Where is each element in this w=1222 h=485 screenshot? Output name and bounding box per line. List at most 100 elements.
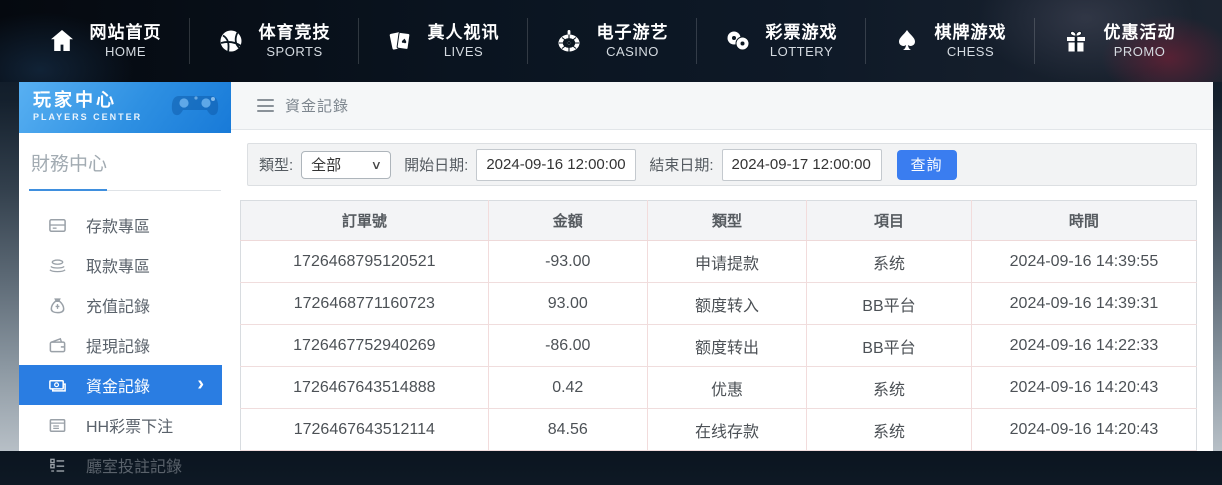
table-row: 1726468771160723 93.00 额度转入 BB平台 2024-09-16 … (240, 282, 1197, 325)
menu-item-label: 充值記錄 (86, 299, 151, 316)
nav-label-en: LOTTERY (769, 43, 834, 59)
menu-item-label: 取款專區 (86, 259, 151, 276)
nav-label-cn: 电子游艺 (596, 23, 669, 43)
sidebar-menu-item[interactable]: 存款專區 › (19, 205, 231, 245)
nav-label-cn: 体育竞技 (258, 23, 331, 43)
funds-record-table: 訂單號 金額 類型 項目 時間 1726468795120521 -93.00 申请提款 系统… (240, 200, 1197, 451)
table-cell: 系统 (806, 240, 972, 283)
sidebar-menu-item[interactable]: 充值記錄 › (19, 285, 231, 325)
start-date-input[interactable] (476, 148, 637, 181)
sidebar-section-title: 財務中心 (29, 149, 221, 191)
search-button[interactable]: 查詢 (896, 149, 957, 180)
nav-list: 网站首页 HOME 体育竞技 SPORTS 真人视讯 LIVES 电子游艺 CA… (20, 22, 1203, 60)
chess-icon (892, 26, 922, 56)
casino-icon (554, 26, 584, 56)
room-bet-icon (48, 456, 67, 475)
nav-item-lives[interactable]: 真人视讯 LIVES (358, 22, 527, 60)
nav-label-cn: 真人视讯 (427, 23, 500, 43)
sidebar-menu: 存款專區 › 取款專區 › 充值記錄 › 提現記錄 › 資金記錄 › HH彩票下 (19, 205, 231, 485)
table-cell: BB平台 (806, 282, 972, 325)
type-filter-label: 類型: (259, 157, 294, 174)
chevron-down-icon: ∨ (371, 157, 383, 172)
type-select[interactable]: 全部 ∨ (301, 150, 392, 179)
table-cell: 1726467643512114 (240, 408, 489, 451)
hamburger-menu-icon[interactable] (257, 99, 274, 112)
table-cell: 申请提款 (647, 240, 808, 283)
nav-item-casino[interactable]: 电子游艺 CASINO (527, 22, 696, 60)
page-container: 玩家中心 PLAYERS CENTER 財務中心 存款專區 › 取款專區 (19, 82, 1213, 476)
promo-icon (1061, 26, 1091, 56)
table-row: 1726468795120521 -93.00 申请提款 系统 2024-09-16 1… (240, 240, 1197, 283)
start-date-label: 開始日期: (404, 157, 469, 174)
sidebar-menu-item[interactable]: 資金記錄 › (19, 365, 222, 405)
page-title: 資金記錄 (285, 98, 350, 115)
nav-label-en: CASINO (606, 43, 659, 59)
lottery-icon (723, 26, 753, 56)
sidebar-menu-item[interactable]: 提現記錄 › (19, 325, 231, 365)
top-navigation-bar: 网站首页 HOME 体育竞技 SPORTS 真人视讯 LIVES 电子游艺 CA… (0, 0, 1222, 82)
table-cell: 1726468771160723 (240, 282, 489, 325)
lottery-bet-icon (48, 416, 67, 435)
nav-label-cn: 网站首页 (89, 23, 162, 43)
table-cell: 93.00 (488, 282, 648, 325)
breadcrumb-bar: 資金記錄 (231, 82, 1213, 130)
sidebar-title: 玩家中心 (33, 90, 117, 110)
recharge-icon (48, 296, 67, 315)
nav-item-home[interactable]: 网站首页 HOME (20, 22, 189, 60)
table-cell: 优惠 (647, 366, 808, 409)
nav-label-cn: 优惠活动 (1103, 23, 1176, 43)
table-cell: 系统 (806, 408, 972, 451)
column-header: 類型 (647, 200, 808, 241)
column-header: 項目 (806, 200, 972, 241)
nav-label-en: LIVES (443, 43, 484, 59)
nav-label-en: PROMO (1113, 43, 1166, 59)
table-header-row: 訂單號 金額 類型 項目 時間 (240, 200, 1197, 241)
nav-label-en: HOME (105, 43, 146, 59)
menu-item-label: 提現記錄 (86, 339, 151, 356)
sidebar-menu-item[interactable]: HH彩票下注 › (19, 405, 231, 445)
table-row: 1726467752940269 -86.00 额度转出 BB平台 2024-09-16… (240, 324, 1197, 367)
nav-item-promo[interactable]: 优惠活动 PROMO (1034, 22, 1203, 60)
menu-item-label: 資金記錄 (86, 379, 151, 396)
sidebar-subtitle: PLAYERS CENTER (33, 112, 143, 122)
table-cell: 额度转出 (647, 324, 808, 367)
end-date-label: 結束日期: (649, 157, 714, 174)
filter-bar: 類型: 全部 ∨ 開始日期: 結束日期: 查詢 (247, 143, 1197, 186)
column-header: 時間 (971, 200, 1197, 241)
sidebar: 玩家中心 PLAYERS CENTER 財務中心 存款專區 › 取款專區 (19, 82, 231, 476)
nav-label-en: CHESS (946, 43, 995, 59)
withdraw-icon (48, 256, 67, 275)
table-cell: -86.00 (488, 324, 648, 367)
nav-item-lottery[interactable]: 彩票游戏 LOTTERY (696, 22, 865, 60)
table-cell: 2024-09-16 14:20:43 (971, 408, 1197, 451)
table-cell: 2024-09-16 14:20:43 (971, 366, 1197, 409)
menu-item-label: 存款專區 (86, 219, 151, 236)
table-row: 1726467643512114 84.56 在线存款 系统 2024-09-16 14… (240, 408, 1197, 451)
table-cell: 2024-09-16 14:22:33 (971, 324, 1197, 367)
cashout-icon (48, 336, 67, 355)
nav-item-sports[interactable]: 体育竞技 SPORTS (189, 22, 358, 60)
end-date-input[interactable] (721, 148, 882, 181)
table-cell: 2024-09-16 14:39:55 (971, 240, 1197, 283)
gamepad-icon (169, 88, 221, 127)
table-cell: 0.42 (488, 366, 648, 409)
column-header: 訂單號 (240, 200, 489, 241)
nav-label-cn: 棋牌游戏 (934, 23, 1007, 43)
table-cell: BB平台 (806, 324, 972, 367)
main-area: 資金記錄 類型: 全部 ∨ 開始日期: 結束日期: 查詢 訂單號金額類型項目時間… (231, 82, 1213, 451)
table-cell: 1726468795120521 (240, 240, 489, 283)
home-icon (47, 26, 77, 56)
table-cell: 额度转入 (647, 282, 808, 325)
sidebar-menu-item[interactable]: 廳室投註記錄 › (19, 445, 231, 485)
funds-icon (48, 376, 67, 395)
table-cell: 84.56 (488, 408, 648, 451)
chevron-right-icon: › (197, 373, 204, 396)
table-cell: -93.00 (488, 240, 648, 283)
deposit-icon (48, 216, 67, 235)
sports-icon (216, 26, 246, 56)
table-cell: 系统 (806, 366, 972, 409)
table-cell: 2024-09-16 14:39:31 (971, 282, 1197, 325)
type-select-value: 全部 (311, 157, 342, 174)
nav-item-chess[interactable]: 棋牌游戏 CHESS (865, 22, 1034, 60)
sidebar-menu-item[interactable]: 取款專區 › (19, 245, 231, 285)
